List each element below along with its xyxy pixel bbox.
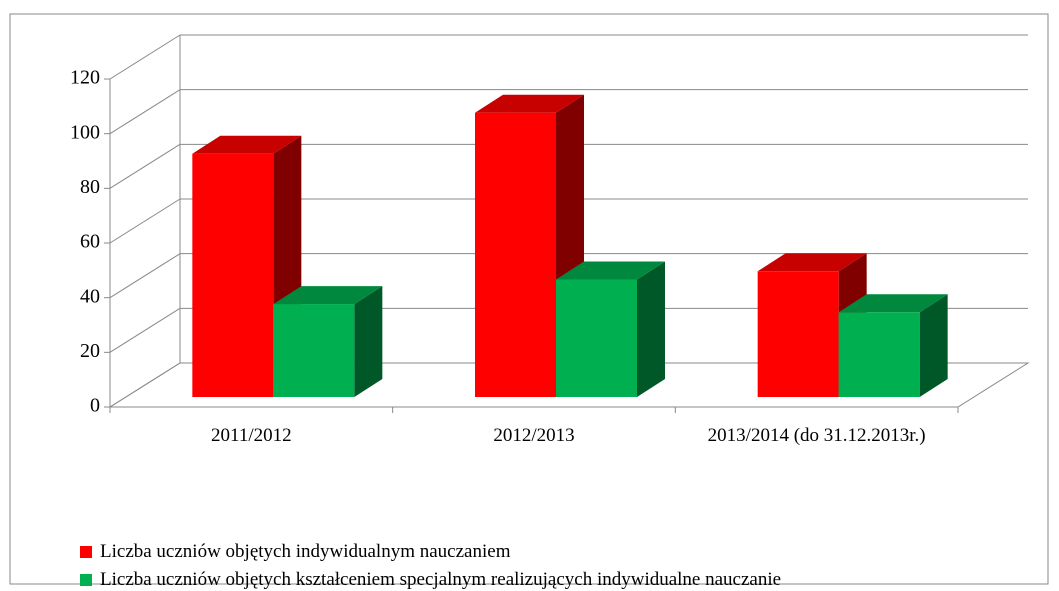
grid-line-side — [109, 362, 181, 408]
bar — [757, 271, 839, 397]
grid-line-side — [109, 198, 181, 244]
bar-top — [192, 135, 302, 154]
y-tick-label: 100 — [70, 121, 100, 143]
grid-line-side — [109, 307, 181, 353]
bar-side — [637, 261, 665, 397]
bar-top — [757, 253, 867, 272]
bar-top — [475, 94, 584, 113]
legend-swatch — [80, 574, 92, 586]
legend-label: Liczba uczniów objętych indywidualnym na… — [100, 541, 511, 562]
x-tick-label: 2013/2014 (do 31.12.2013r.) — [707, 425, 926, 446]
x-tick-label: 2012/2013 — [493, 425, 575, 446]
grid-line-side — [109, 253, 181, 299]
y-tick-label: 0 — [90, 395, 100, 417]
legend-entry: Liczba uczniów objętych kształceniem spe… — [80, 569, 781, 591]
legend-label: Liczba uczniów objętych kształceniem spe… — [100, 569, 782, 590]
bar-side — [354, 286, 383, 397]
x-tick-label: 2011/2012 — [211, 425, 292, 446]
bar-top — [838, 294, 948, 313]
legend-entry: Liczba uczniów objętych indywidualnym na… — [80, 541, 510, 563]
y-tick-label: 60 — [80, 231, 100, 253]
grid-line-side — [109, 34, 181, 80]
bar — [556, 279, 637, 397]
bar-side — [919, 294, 948, 397]
grid-line-side — [109, 89, 181, 135]
bar — [273, 304, 355, 397]
bar-top — [273, 286, 383, 305]
y-tick-label: 80 — [80, 176, 100, 198]
legend-swatch — [80, 546, 92, 558]
y-tick-label: 20 — [80, 340, 100, 362]
grid-line-side — [109, 143, 181, 189]
bar — [475, 112, 556, 397]
y-tick-label: 120 — [70, 67, 100, 89]
bar — [192, 153, 274, 397]
chart-border — [9, 13, 1049, 585]
bar — [838, 312, 920, 397]
bar-top — [556, 261, 665, 280]
y-tick-label: 40 — [80, 285, 100, 307]
